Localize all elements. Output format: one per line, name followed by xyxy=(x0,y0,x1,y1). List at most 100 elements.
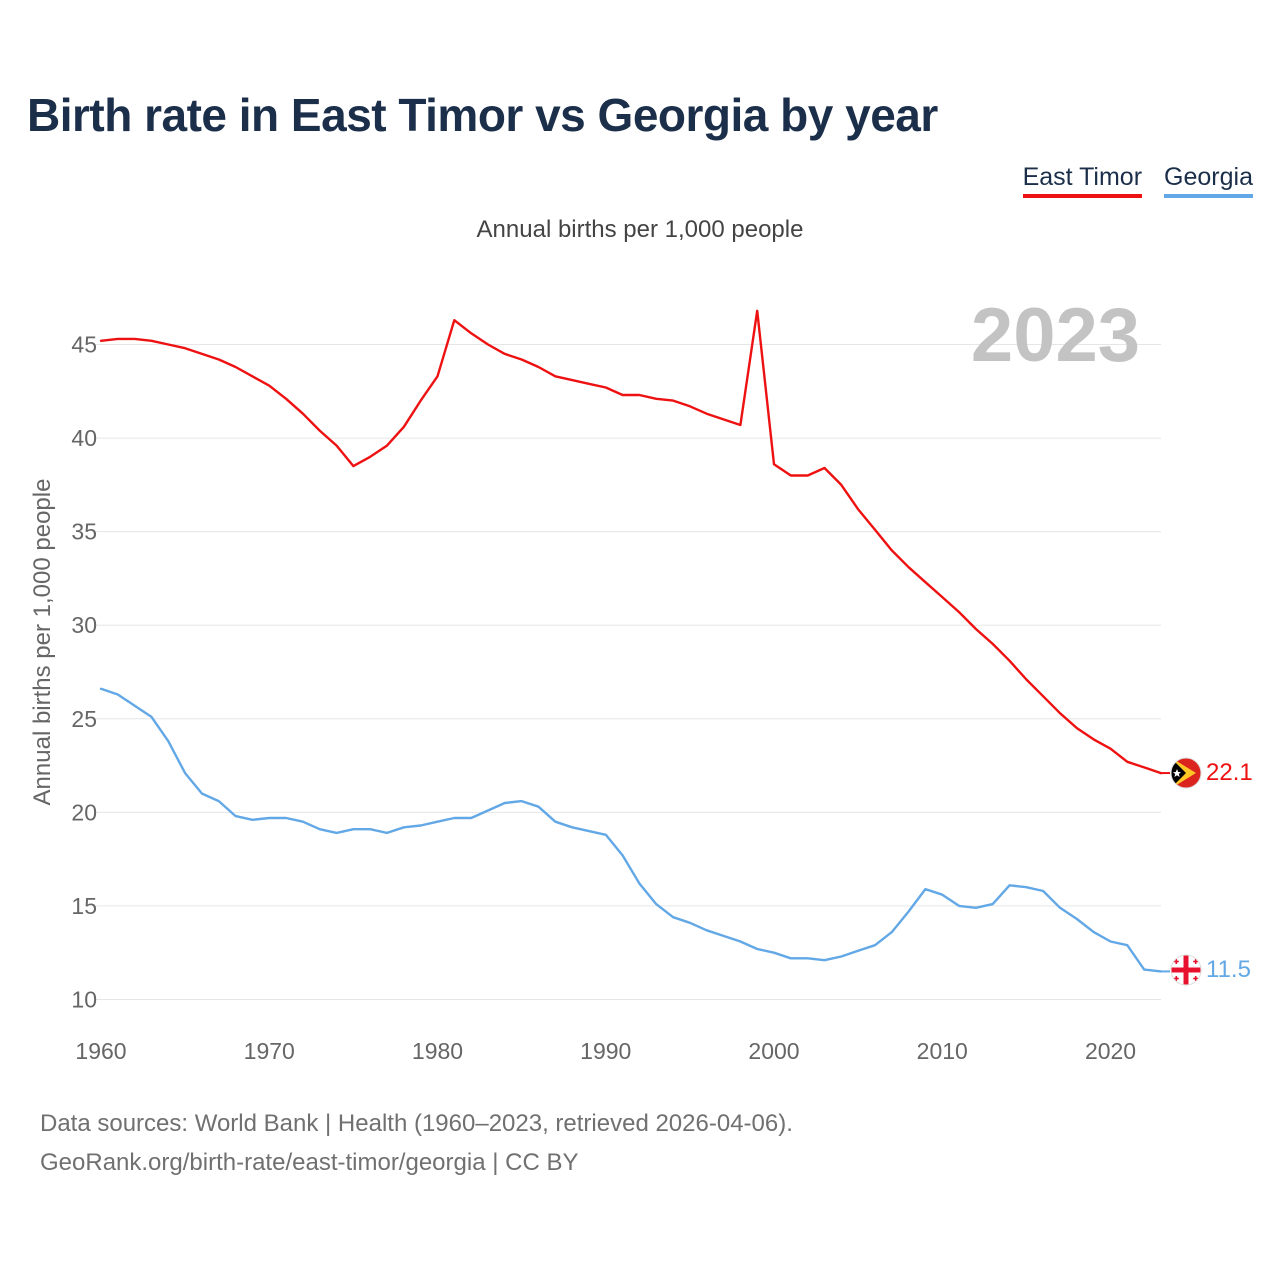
x-tick-label-1960: 1960 xyxy=(75,1038,126,1064)
y-tick-label-45: 45 xyxy=(71,332,97,358)
data-point-east-timor-2000 xyxy=(773,463,775,465)
data-point-georgia-2018 xyxy=(1076,918,1078,920)
data-point-east-timor-1980 xyxy=(436,375,438,377)
y-tick-label-35: 35 xyxy=(71,519,97,545)
data-point-georgia-1999 xyxy=(756,948,758,950)
data-point-georgia-1960 xyxy=(100,688,102,690)
data-point-georgia-1980 xyxy=(436,821,438,823)
data-point-east-timor-1985 xyxy=(520,358,522,360)
year-watermark: 2023 xyxy=(971,293,1140,378)
data-point-georgia-1976 xyxy=(369,828,371,830)
data-point-east-timor-2006 xyxy=(874,529,876,531)
data-point-georgia-1991 xyxy=(621,854,623,856)
data-point-east-timor-1972 xyxy=(302,413,304,415)
data-point-georgia-2010 xyxy=(941,894,943,896)
legend-item-georgia[interactable]: Georgia xyxy=(1164,163,1253,198)
data-point-east-timor-1991 xyxy=(621,394,623,396)
data-point-georgia-1995 xyxy=(689,922,691,924)
data-point-georgia-1996 xyxy=(706,929,708,931)
y-tick-label-40: 40 xyxy=(71,425,97,451)
data-point-georgia-1992 xyxy=(638,882,640,884)
gridlines xyxy=(95,344,1161,1000)
data-point-georgia-1973 xyxy=(319,828,321,830)
data-point-georgia-1968 xyxy=(234,815,236,817)
data-point-east-timor-1998 xyxy=(739,424,741,426)
data-point-east-timor-1961 xyxy=(117,338,119,340)
x-axis-ticks: 1960 1970 1980 1990 2000 2010 2020 xyxy=(75,1038,1136,1064)
data-point-east-timor-1974 xyxy=(335,444,337,446)
data-point-georgia-1985 xyxy=(520,800,522,802)
y-axis-ticks: 10 15 20 25 30 35 40 45 xyxy=(71,332,97,1013)
data-point-georgia-1972 xyxy=(302,821,304,823)
data-point-georgia-1979 xyxy=(419,824,421,826)
y-tick-label-25: 25 xyxy=(71,706,97,732)
data-point-georgia-2006 xyxy=(874,944,876,946)
data-point-east-timor-1967 xyxy=(218,358,220,360)
data-point-east-timor-1981 xyxy=(453,319,455,321)
data-point-georgia-2011 xyxy=(958,905,960,907)
data-point-georgia-1988 xyxy=(571,826,573,828)
data-point-georgia-2001 xyxy=(790,957,792,959)
data-point-georgia-1994 xyxy=(672,916,674,918)
data-point-east-timor-1963 xyxy=(150,340,152,342)
data-point-georgia-1984 xyxy=(504,802,506,804)
data-point-georgia-2004 xyxy=(840,955,842,957)
y-axis-label: Annual births per 1,000 people xyxy=(29,479,56,806)
data-point-east-timor-2016 xyxy=(1042,695,1044,697)
data-point-east-timor-2020 xyxy=(1109,748,1111,750)
y-tick-label-15: 15 xyxy=(71,893,97,919)
data-point-east-timor-2014 xyxy=(1008,660,1010,662)
data-point-georgia-1993 xyxy=(655,903,657,905)
legend-item-east-timor[interactable]: East Timor xyxy=(1022,163,1143,198)
data-point-east-timor-1999 xyxy=(756,310,758,312)
data-point-georgia-1965 xyxy=(184,772,186,774)
data-point-east-timor-1993 xyxy=(655,398,657,400)
data-point-east-timor-1987 xyxy=(554,375,556,377)
data-point-georgia-2022 xyxy=(1143,968,1145,970)
data-point-east-timor-2013 xyxy=(992,643,994,645)
series-line-georgia xyxy=(99,687,1163,973)
data-point-georgia-1971 xyxy=(285,817,287,819)
data-point-east-timor-1983 xyxy=(487,343,489,345)
series-lines xyxy=(99,309,1170,973)
data-point-east-timor-1960 xyxy=(100,340,102,342)
data-point-east-timor-1975 xyxy=(352,465,354,467)
data-point-east-timor-1988 xyxy=(571,379,573,381)
data-point-east-timor-1965 xyxy=(184,347,186,349)
data-point-east-timor-2002 xyxy=(806,474,808,476)
data-point-georgia-2015 xyxy=(1025,886,1027,888)
data-point-georgia-1974 xyxy=(335,832,337,834)
data-point-east-timor-2019 xyxy=(1092,738,1094,740)
data-point-east-timor-1971 xyxy=(285,398,287,400)
data-point-east-timor-1984 xyxy=(504,353,506,355)
y-tick-label-30: 30 xyxy=(71,612,97,638)
data-point-east-timor-2012 xyxy=(975,628,977,630)
x-tick-label-2020: 2020 xyxy=(1085,1038,1136,1064)
footer-attribution[interactable]: GeoRank.org/birth-rate/east-timor/georgi… xyxy=(40,1149,579,1176)
data-point-georgia-1998 xyxy=(739,940,741,942)
georgia-flag-icon xyxy=(1170,954,1202,986)
data-point-georgia-1963 xyxy=(150,716,152,718)
data-point-east-timor-1976 xyxy=(369,456,371,458)
chart-subtitle: Annual births per 1,000 people xyxy=(476,216,804,243)
x-tick-label-1980: 1980 xyxy=(412,1038,463,1064)
data-point-east-timor-1970 xyxy=(268,384,270,386)
data-point-east-timor-1969 xyxy=(251,375,253,377)
data-point-east-timor-1962 xyxy=(133,338,135,340)
data-point-east-timor-1964 xyxy=(167,343,169,345)
data-point-georgia-2000 xyxy=(773,952,775,954)
data-point-east-timor-1979 xyxy=(419,399,421,401)
data-point-georgia-1962 xyxy=(133,704,135,706)
x-tick-label-1970: 1970 xyxy=(244,1038,295,1064)
data-point-east-timor-1966 xyxy=(201,353,203,355)
data-point-east-timor-1973 xyxy=(319,429,321,431)
data-point-east-timor-2011 xyxy=(958,611,960,613)
data-point-georgia-1983 xyxy=(487,809,489,811)
data-point-east-timor-1996 xyxy=(706,413,708,415)
data-point-east-timor-1997 xyxy=(722,418,724,420)
data-point-east-timor-1989 xyxy=(588,383,590,385)
series-line-east-timor xyxy=(99,309,1163,775)
data-point-georgia-2009 xyxy=(924,888,926,890)
data-point-georgia-2007 xyxy=(891,931,893,933)
